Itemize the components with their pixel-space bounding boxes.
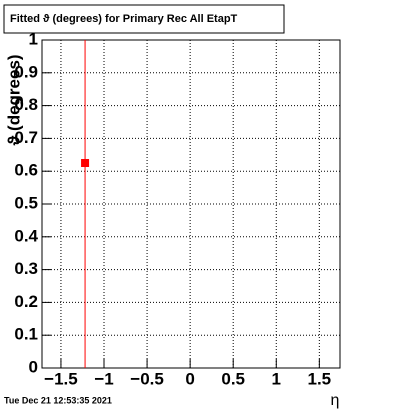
chart-title: Fitted ϑ (degrees) for Primary Rec All E… [10,13,238,25]
x-tick-label: 1.5 [308,369,332,388]
x-tick-label: 0.5 [221,369,245,388]
y-tick-label: 0.6 [14,161,38,180]
x-tick-label: −0.5 [130,369,164,388]
title-box [3,4,285,34]
y-tick-label: 0.7 [14,128,38,147]
y-tick-label: 1 [29,29,38,48]
plot-area [81,40,90,368]
y-tick-label: 0 [29,357,38,376]
point [81,159,90,167]
plot-frame [41,39,341,369]
y-tick-label: 0.1 [14,325,38,344]
x-tick-label: −1.5 [44,369,78,388]
x-axis-label: η [331,392,340,409]
y-tick-label: 0.5 [14,193,38,212]
y-tick-label: 0.8 [14,95,38,114]
y-axis-label: ϑ (degrees) [4,54,23,145]
x-tick-label: 0 [185,369,194,388]
y-tick-label: 0.2 [14,292,38,311]
x-tick-label: −1 [94,369,113,388]
x-tick-label: 1 [272,369,281,388]
y-tick-label: 0.3 [14,259,38,278]
timestamp: Tue Dec 21 12:53:35 2021 [4,395,112,405]
y-tick-label: 0.9 [14,62,38,81]
y-tick-label: 0.4 [14,226,38,245]
